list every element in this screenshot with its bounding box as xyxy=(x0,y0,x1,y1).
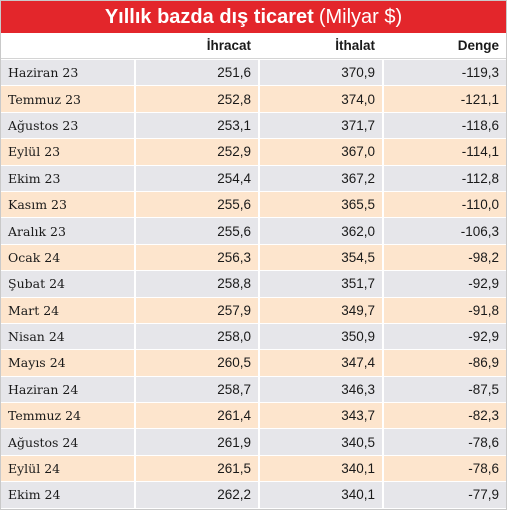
exports-cell: 256,3 xyxy=(134,243,258,271)
period-cell: Ocak 24 xyxy=(1,243,134,271)
imports-cell: 346,3 xyxy=(258,375,382,403)
period-cell: Aralık 23 xyxy=(1,217,134,244)
table-header-row: İhracat İthalat Denge xyxy=(1,33,506,59)
table-row: Şubat 24 258,8 351,7 -92,9 xyxy=(1,270,506,297)
imports-cell: 371,7 xyxy=(258,111,382,139)
imports-cell: 350,9 xyxy=(258,322,382,350)
period-cell: Şubat 24 xyxy=(1,270,134,297)
imports-cell: 367,0 xyxy=(258,138,382,165)
table-row: Ocak 24 256,3 354,5 -98,2 xyxy=(1,243,506,271)
balance-cell: -110,0 xyxy=(382,190,506,218)
exports-cell: 257,9 xyxy=(134,296,258,323)
exports-cell: 253,1 xyxy=(134,111,258,139)
table-row: Ağustos 24 261,9 340,5 -78,6 xyxy=(1,428,506,455)
period-cell: Eylül 24 xyxy=(1,454,134,482)
balance-cell: -87,5 xyxy=(382,375,506,403)
table-row: Ekim 24 262,2 340,1 -77,9 xyxy=(1,481,506,508)
imports-cell: 340,5 xyxy=(258,428,382,455)
period-cell: Mart 24 xyxy=(1,296,134,323)
period-cell: Temmuz 24 xyxy=(1,402,134,429)
table-row: Haziran 23 251,6 370,9 -119,3 xyxy=(1,59,506,86)
imports-cell: 374,0 xyxy=(258,85,382,112)
table-row: Nisan 24 258,0 350,9 -92,9 xyxy=(1,322,506,350)
table-row: Ağustos 23 253,1 371,7 -118,6 xyxy=(1,111,506,139)
period-cell: Haziran 23 xyxy=(1,59,134,86)
table-row: Mart 24 257,9 349,7 -91,8 xyxy=(1,296,506,323)
table-row: Temmuz 24 261,4 343,7 -82,3 xyxy=(1,402,506,429)
exports-cell: 254,4 xyxy=(134,164,258,191)
exports-cell: 258,0 xyxy=(134,322,258,350)
balance-cell: -112,8 xyxy=(382,164,506,191)
balance-cell: -121,1 xyxy=(382,85,506,112)
table-row: Eylül 23 252,9 367,0 -114,1 xyxy=(1,138,506,165)
table-row: Ekim 23 254,4 367,2 -112,8 xyxy=(1,164,506,191)
exports-cell: 258,7 xyxy=(134,375,258,403)
chart-title-unit: (Milyar $) xyxy=(318,6,403,28)
balance-cell: -82,3 xyxy=(382,402,506,429)
balance-cell: -78,6 xyxy=(382,428,506,455)
period-cell: Ağustos 23 xyxy=(1,111,134,139)
exports-cell: 255,6 xyxy=(134,190,258,218)
balance-cell: -78,6 xyxy=(382,454,506,482)
period-cell: Kasım 23 xyxy=(1,190,134,218)
table-row: Mayıs 24 260,5 347,4 -86,9 xyxy=(1,349,506,376)
balance-cell: -92,9 xyxy=(382,322,506,350)
period-cell: Ekim 23 xyxy=(1,164,134,191)
column-header-balance: Denge xyxy=(382,33,506,59)
exports-cell: 255,6 xyxy=(134,217,258,244)
chart-title: Yıllık bazda dış ticaret xyxy=(104,6,314,28)
balance-cell: -118,6 xyxy=(382,111,506,139)
period-cell: Ekim 24 xyxy=(1,481,134,508)
imports-cell: 367,2 xyxy=(258,164,382,191)
exports-cell: 261,4 xyxy=(134,402,258,429)
period-cell: Temmuz 23 xyxy=(1,85,134,112)
table-row: Haziran 24 258,7 346,3 -87,5 xyxy=(1,375,506,403)
imports-cell: 343,7 xyxy=(258,402,382,429)
column-header-exports: İhracat xyxy=(134,33,258,59)
exports-cell: 252,9 xyxy=(134,138,258,165)
table-body: Haziran 23 251,6 370,9 -119,3 Temmuz 23 252,8… xyxy=(1,59,506,508)
period-cell: Ağustos 24 xyxy=(1,428,134,455)
balance-cell: -77,9 xyxy=(382,481,506,508)
exports-cell: 261,9 xyxy=(134,428,258,455)
balance-cell: -86,9 xyxy=(382,349,506,376)
balance-cell: -106,3 xyxy=(382,217,506,244)
period-cell: Eylül 23 xyxy=(1,138,134,165)
exports-cell: 258,8 xyxy=(134,270,258,297)
table-row: Kasım 23 255,6 365,5 -110,0 xyxy=(1,190,506,218)
exports-cell: 251,6 xyxy=(134,59,258,86)
balance-cell: -91,8 xyxy=(382,296,506,323)
column-header-imports: İthalat xyxy=(258,33,382,59)
title-bar: Yıllık bazda dış ticaret (Milyar $) xyxy=(1,1,506,33)
table-row: Eylül 24 261,5 340,1 -78,6 xyxy=(1,454,506,482)
imports-cell: 340,1 xyxy=(258,481,382,508)
imports-cell: 370,9 xyxy=(258,59,382,86)
balance-cell: -92,9 xyxy=(382,270,506,297)
imports-cell: 340,1 xyxy=(258,454,382,482)
table-row: Aralık 23 255,6 362,0 -106,3 xyxy=(1,217,506,244)
period-cell: Nisan 24 xyxy=(1,322,134,350)
balance-cell: -119,3 xyxy=(382,59,506,86)
imports-cell: 351,7 xyxy=(258,270,382,297)
imports-cell: 349,7 xyxy=(258,296,382,323)
balance-cell: -114,1 xyxy=(382,138,506,165)
table-row: Temmuz 23 252,8 374,0 -121,1 xyxy=(1,85,506,112)
exports-cell: 252,8 xyxy=(134,85,258,112)
trade-data-table: İhracat İthalat Denge Haziran 23 251,6 370… xyxy=(1,33,506,508)
period-cell: Haziran 24 xyxy=(1,375,134,403)
balance-cell: -98,2 xyxy=(382,243,506,271)
exports-cell: 262,2 xyxy=(134,481,258,508)
imports-cell: 362,0 xyxy=(258,217,382,244)
exports-cell: 261,5 xyxy=(134,454,258,482)
period-cell: Mayıs 24 xyxy=(1,349,134,376)
column-header-period xyxy=(1,33,134,59)
imports-cell: 354,5 xyxy=(258,243,382,271)
imports-cell: 347,4 xyxy=(258,349,382,376)
exports-cell: 260,5 xyxy=(134,349,258,376)
imports-cell: 365,5 xyxy=(258,190,382,218)
